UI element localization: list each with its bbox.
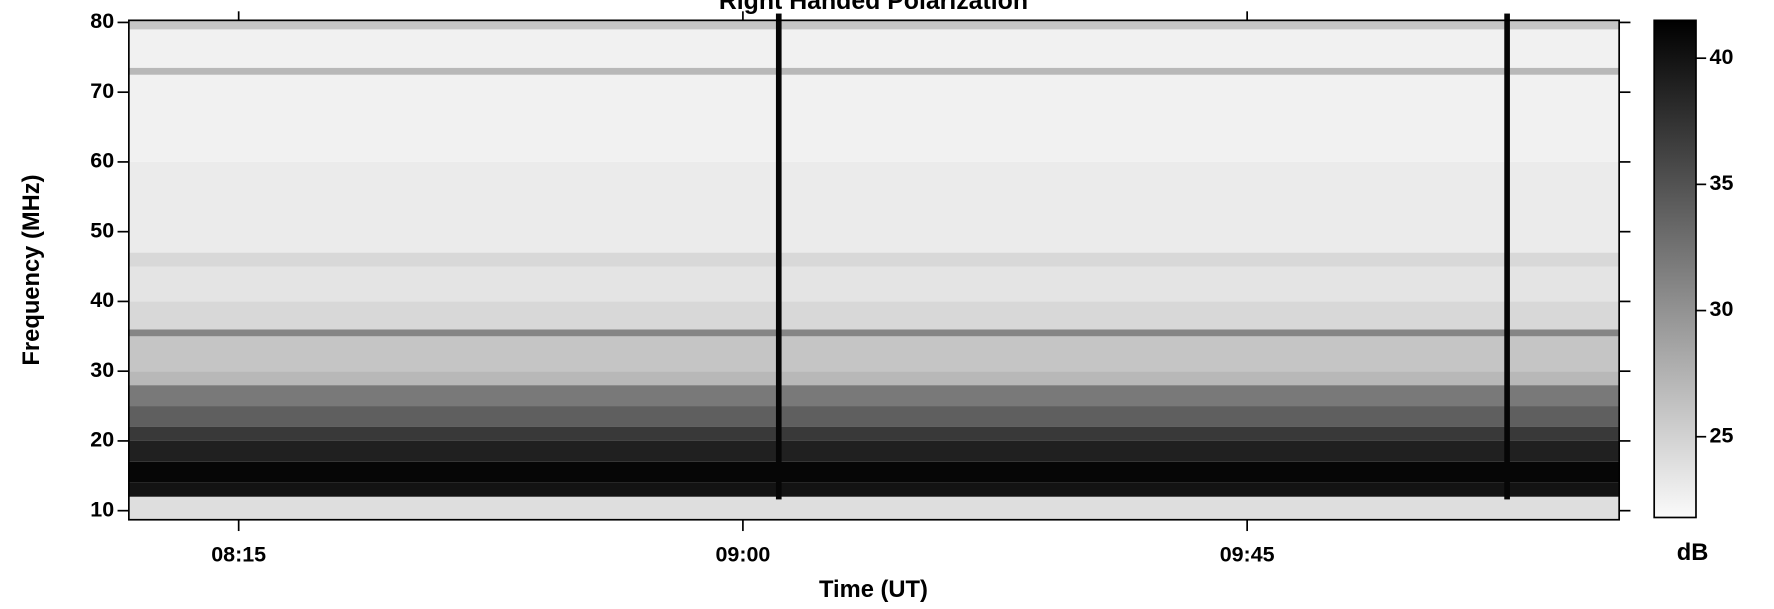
x-tick-label: 08:15 bbox=[211, 543, 266, 567]
spectrum-band bbox=[128, 252, 1620, 267]
spectrum-band bbox=[128, 496, 1620, 520]
spectrum-band bbox=[128, 371, 1620, 386]
y-tick-label: 80 bbox=[90, 9, 114, 33]
spectrum-band bbox=[128, 385, 1620, 407]
y-tick-label: 60 bbox=[90, 149, 114, 173]
spectrum-band bbox=[128, 74, 1620, 162]
y-axis-label: Frequency (MHz) bbox=[19, 174, 45, 365]
colorbar-tick-label: 35 bbox=[1710, 171, 1734, 195]
spectrum-band bbox=[128, 29, 1620, 68]
colorbar bbox=[1653, 19, 1697, 519]
spectrum-band bbox=[128, 67, 1620, 75]
colorbar-label: dB bbox=[1677, 540, 1709, 566]
y-tick-label: 50 bbox=[90, 218, 114, 242]
x-axis-label: Time (UT) bbox=[819, 577, 928, 603]
spectrum-band bbox=[128, 329, 1620, 337]
spectrum-band bbox=[128, 406, 1620, 427]
spectrum-band bbox=[128, 20, 1620, 30]
y-tick-label: 30 bbox=[90, 358, 114, 382]
burst bbox=[1504, 13, 1510, 500]
colorbar-tick-label: 25 bbox=[1710, 423, 1734, 447]
spectrum-band bbox=[128, 266, 1620, 302]
y-tick-label: 40 bbox=[90, 288, 114, 312]
spectrum-band bbox=[128, 426, 1620, 441]
spectrum-band bbox=[128, 440, 1620, 462]
x-tick-label: 09:00 bbox=[715, 543, 770, 567]
spectrum-band bbox=[128, 161, 1620, 253]
spectrum-band bbox=[128, 301, 1620, 330]
y-tick-label: 70 bbox=[90, 79, 114, 103]
spectrum-band bbox=[128, 336, 1620, 372]
colorbar-tick-label: 40 bbox=[1710, 45, 1734, 69]
y-tick-label: 20 bbox=[90, 428, 114, 452]
plot-frame bbox=[128, 19, 1621, 521]
x-tick-label: 09:45 bbox=[1220, 543, 1275, 567]
colorbar-tick-label: 30 bbox=[1710, 297, 1734, 321]
burst bbox=[775, 13, 782, 500]
spectrum-band bbox=[128, 461, 1620, 483]
y-tick-label: 10 bbox=[90, 497, 114, 521]
chart-title: Right Handed Polarization bbox=[719, 0, 1028, 15]
spectrum-band bbox=[128, 482, 1620, 497]
